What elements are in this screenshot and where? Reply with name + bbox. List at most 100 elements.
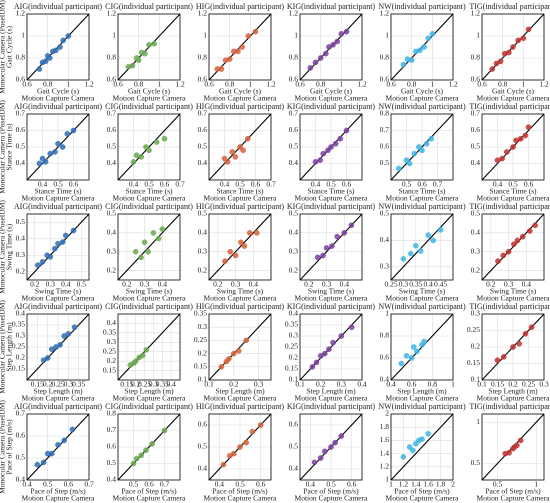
- panel-title: HIG(individual participant): [196, 102, 285, 111]
- scatter-point: [516, 340, 523, 347]
- y-tick-label: 0.4: [198, 158, 208, 167]
- x-axis-label: Motion Capture Camera: [204, 94, 278, 103]
- scatter-point: [224, 159, 231, 165]
- y-tick-label: 1: [476, 31, 480, 40]
- scatter-point: [326, 346, 332, 353]
- scatter-point: [408, 355, 415, 361]
- y-tick-label: 1.2: [471, 9, 481, 18]
- panel-title: CIG(individual participant): [105, 102, 193, 111]
- scatter-point: [132, 248, 139, 255]
- panel-title: NW(individual participant): [378, 302, 466, 311]
- x-tick-label: 1: [248, 80, 252, 89]
- scatter-point: [151, 40, 157, 47]
- scatter-point: [222, 258, 228, 264]
- x-axis-label: Pace of Step (m/s): [30, 487, 86, 496]
- y-tick-label: 0.8: [289, 53, 299, 62]
- scatter-point: [400, 454, 407, 460]
- scatter-point: [348, 222, 355, 229]
- y-axis-label: Monocular Camera (PoseIDM): [0, 200, 7, 294]
- scatter-point: [406, 160, 413, 167]
- panel-title: HIG(individual participant): [196, 202, 285, 211]
- x-tick-label: 0.5: [326, 180, 336, 189]
- panel-title: TIG(individual participant): [469, 202, 550, 211]
- x-tick-label: 0.7: [266, 180, 276, 189]
- y-tick-label: 0.3: [107, 246, 117, 255]
- scatter-point: [220, 461, 227, 468]
- y-tick-label: 0.6: [471, 125, 481, 134]
- y-tick-label: 0.6: [16, 75, 26, 84]
- scatter-point: [517, 437, 524, 444]
- scatter-point: [409, 447, 416, 454]
- x-tick-label: 0.4: [129, 180, 139, 189]
- x-tick-label: 0.2: [508, 380, 518, 389]
- y-tick-label: 0.3: [380, 262, 390, 271]
- x-tick-label: 0.5: [53, 180, 63, 189]
- y-tick-label: 0.25: [12, 342, 25, 351]
- scatter-point: [161, 427, 168, 434]
- scatter-point: [505, 248, 512, 255]
- x-axis-label: Motion Capture Camera: [113, 194, 187, 203]
- x-tick-label: 0.2: [131, 380, 141, 389]
- scatter-point: [506, 449, 512, 456]
- x-tick-label: 0.8: [498, 80, 508, 89]
- y-tick-label: 1.2: [107, 9, 117, 18]
- plot-frame: [481, 213, 545, 281]
- scatter-point: [61, 437, 67, 444]
- y-tick-label: 0.25: [103, 346, 116, 355]
- x-tick-label: 1: [451, 380, 455, 389]
- x-tick-label: 0.25: [384, 280, 397, 289]
- identity-line: [117, 213, 181, 281]
- x-tick-label: 0.6: [407, 380, 417, 389]
- y-tick-label: 0.6: [380, 142, 390, 151]
- x-axis-label: Stance Time (s): [307, 187, 355, 196]
- y-tick-label: 0.4: [198, 228, 208, 237]
- scatter-point: [423, 140, 430, 147]
- y-tick-label: 0.5: [198, 142, 208, 151]
- scatter-point: [71, 324, 78, 331]
- x-tick-label: 0.15: [31, 380, 44, 389]
- x-tick-label: 0.5: [129, 480, 139, 489]
- scatter-point: [130, 159, 137, 165]
- scatter-point: [153, 139, 160, 145]
- x-tick-label: 0.5: [77, 280, 87, 289]
- scatter-point: [317, 157, 323, 163]
- scatter-point: [60, 37, 66, 44]
- scatter-point: [421, 44, 427, 50]
- scatter-point: [412, 242, 419, 249]
- x-tick-label: 0.4: [38, 180, 48, 189]
- y-tick-label: 0.5: [16, 217, 26, 226]
- y-tick-label: 0.6: [471, 75, 481, 84]
- y-tick-label: 0.1: [289, 375, 299, 384]
- x-tick-label: 0.6: [160, 180, 170, 189]
- y-tick-label: 0.3: [16, 331, 26, 340]
- y-tick-label: 0.4: [16, 158, 26, 167]
- y-axis-label: Monocular Camera (PoseIDM): [0, 100, 7, 194]
- x-tick-label: 0.5: [508, 180, 518, 189]
- x-tick-label: 0.6: [347, 480, 357, 489]
- panel-title: KIG(individual participant): [287, 202, 376, 211]
- x-tick-label: 0.8: [407, 80, 417, 89]
- y-tick-label: 0.5: [471, 458, 481, 467]
- y-tick-label: 0.7: [16, 409, 26, 418]
- y-tick-label: 0.4: [380, 235, 390, 244]
- plot-frame: [117, 413, 181, 481]
- scatter-point: [307, 65, 314, 71]
- plot-frame: [390, 413, 454, 481]
- x-axis-label: Pace of Step (m/s): [303, 487, 359, 496]
- x-axis-label: Swing Time (s): [217, 287, 264, 296]
- scatter-point: [235, 48, 241, 55]
- scatter-point: [510, 344, 516, 350]
- scatter-point: [320, 150, 327, 157]
- x-axis-label: Motion Capture Camera: [295, 494, 369, 503]
- scatter-point: [506, 49, 512, 56]
- y-tick-label: 0.5: [16, 142, 26, 151]
- y-tick-label: 0.2: [107, 356, 117, 365]
- scatter-point: [239, 44, 245, 50]
- y-tick-label: 0.4: [16, 309, 26, 318]
- x-axis-label: Motion Capture Camera: [22, 394, 96, 403]
- scatter-point: [425, 232, 432, 238]
- y-tick-label: 0.8: [380, 331, 390, 340]
- scatter-point: [417, 248, 424, 254]
- plot-frame: [117, 213, 181, 281]
- x-tick-label: 0.4: [249, 280, 259, 289]
